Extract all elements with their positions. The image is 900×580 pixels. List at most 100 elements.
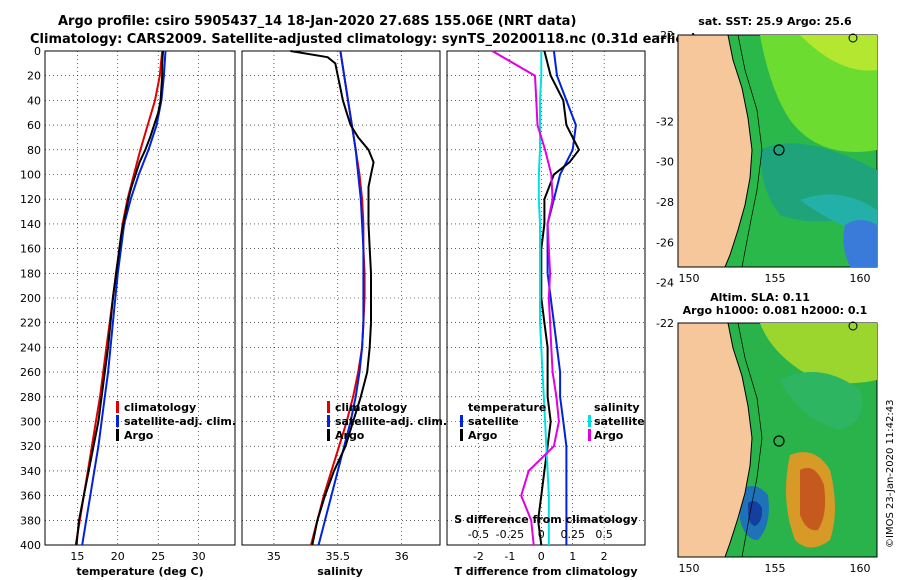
y-tick-label: 280 [20,391,41,404]
map-lon-tick-label: 160 [850,272,871,285]
x-tick-label: 20 [111,550,125,563]
y-tick-label: 180 [20,267,41,280]
x-tick-label: 35.5 [326,550,351,563]
difference-legend: temperature satellite Argo salinity sate… [460,401,645,442]
difference-grid [447,51,645,545]
legend-swatch-s-satellite [588,415,591,427]
y-tick-label: 360 [20,490,41,503]
y-tick-label: 140 [20,218,41,231]
x2-tick-label: -0.25 [496,528,524,541]
map-lon-tick-label: 150 [679,272,700,285]
sla-land [677,322,753,558]
map-lat-tick-label: -26 [656,236,674,249]
legend-title-salinity: salinity [594,401,640,414]
x2-tick-label: 0.25 [560,528,585,541]
legend-swatch-t-satellite [460,415,463,427]
legend-label-satellite: satellite-adj. clim. [124,415,236,428]
sla-map-title-1: Altim. SLA: 0.11 [710,291,810,304]
x-tick-label: 25 [151,550,165,563]
x2-tick-label: -0.5 [468,528,489,541]
temperature-xlabel: temperature (deg C) [76,565,203,578]
salinity-legend: climatology satellite-adj. clim. Argo [327,401,447,442]
y-tick-label: 200 [20,292,41,305]
legend-swatch-t-argo [460,429,463,441]
map-lon-tick-label: 155 [765,562,786,575]
sla-warm-eddy-inner [800,467,826,531]
sst-secondary-marker [848,33,858,43]
legend-label-t-satellite: satellite [468,415,519,428]
sla-bathymetry-contour [737,322,763,558]
map-lon-tick-label: 155 [765,272,786,285]
map-lat-tick-label: -30 [656,156,674,169]
y-tick-label: 40 [27,94,41,107]
x-tick-label: 0 [538,550,545,563]
sla-high-region-north [760,323,877,384]
sla-argo-location-marker [773,435,785,447]
x-tick-label: 15 [70,550,84,563]
y-tick-label: 60 [27,119,41,132]
legend-label-climatology: climatology [335,401,407,414]
y-tick-label: 240 [20,341,41,354]
y-tick-label: 160 [20,243,41,256]
salinity-series [290,50,375,546]
sla-map [677,321,878,558]
series-line-satellite-adj-clim- [81,50,167,546]
sst-map [677,33,878,268]
sst-hot-region [800,35,877,71]
legend-label-satellite: satellite-adj. clim. [335,415,447,428]
y-tick-label: 320 [20,440,41,453]
y-tick-label: 80 [27,144,41,157]
sla-map-title-2: Argo h1000: 0.081 h2000: 0.1 [683,304,868,317]
map-tick-labels: -22-24-26-28-30-32150155160-22-24-26-28-… [656,0,870,575]
legend-label-argo: Argo [335,429,365,442]
series-line-argo [75,50,164,546]
map-lat-tick-label: -24 [656,0,674,2]
x2-tick-label: 0.5 [595,528,613,541]
legend-swatch-argo [116,429,119,441]
legend-swatch-climatology [116,401,119,413]
x-tick-label: 36 [395,550,409,563]
salinity-xlabel: salinity [317,565,363,578]
map-lat-tick-label: -28 [656,196,674,209]
tick-labels: 15 20 25 30 35 35.5 36 -2 -1 0 1 2 -0.5 -0.25 0 0.25 0.5… [20,45,613,563]
y-tick-label: 340 [20,465,41,478]
sst-argo-location-marker [773,144,785,156]
series-line-satellite-adj-clim- [317,50,365,546]
legend-title-temperature: temperature [468,401,546,414]
y-tick-label: 0 [34,45,41,58]
x-tick-label: 2 [601,550,608,563]
legend-swatch-satellite [116,415,119,427]
y-tick-label: 260 [20,366,41,379]
map-lat-tick-label: -22 [656,317,674,330]
difference-series [491,50,580,546]
x-tick-label: -2 [473,550,484,563]
temperature-panel-frame [44,50,236,546]
sst-land [677,34,753,268]
sst-map-title: sat. SST: 25.9 Argo: 25.6 [698,15,852,28]
s-difference-xlabel: S difference from climatology [454,513,638,526]
sla-secondary-marker [848,321,858,331]
difference-xlabel: T difference from climatology [454,565,637,578]
figure-title-line2: Climatology: CARS2009. Satellite-adjuste… [30,32,697,47]
legend-label-s-satellite: satellite [594,415,645,428]
x-tick-label: 30 [192,550,206,563]
temperature-series [74,50,167,546]
y-tick-label: 220 [20,317,41,330]
legend-swatch-satellite [327,415,330,427]
y-tick-label: 20 [27,70,41,83]
y-tick-label: 100 [20,169,41,182]
x-tick-label: 1 [569,550,576,563]
y-tick-label: 380 [20,514,41,527]
legend-swatch-argo [327,429,330,441]
map-lon-tick-label: 150 [679,562,700,575]
imos-credit: ©IMOS 23-Jan-2020 11:42:43 [885,400,896,548]
y-tick-label: 300 [20,416,41,429]
x-tick-label: 35 [267,550,281,563]
map-lon-tick-label: 160 [850,562,871,575]
figure-title-line1: Argo profile: csiro 5905437_14 18-Jan-20… [58,14,576,29]
y-tick-label: 120 [20,193,41,206]
map-lat-tick-label: -32 [656,115,674,128]
legend-label-t-argo: Argo [468,429,498,442]
sla-cold-eddy-inner [748,500,763,526]
series-line-s-argo [491,50,560,546]
